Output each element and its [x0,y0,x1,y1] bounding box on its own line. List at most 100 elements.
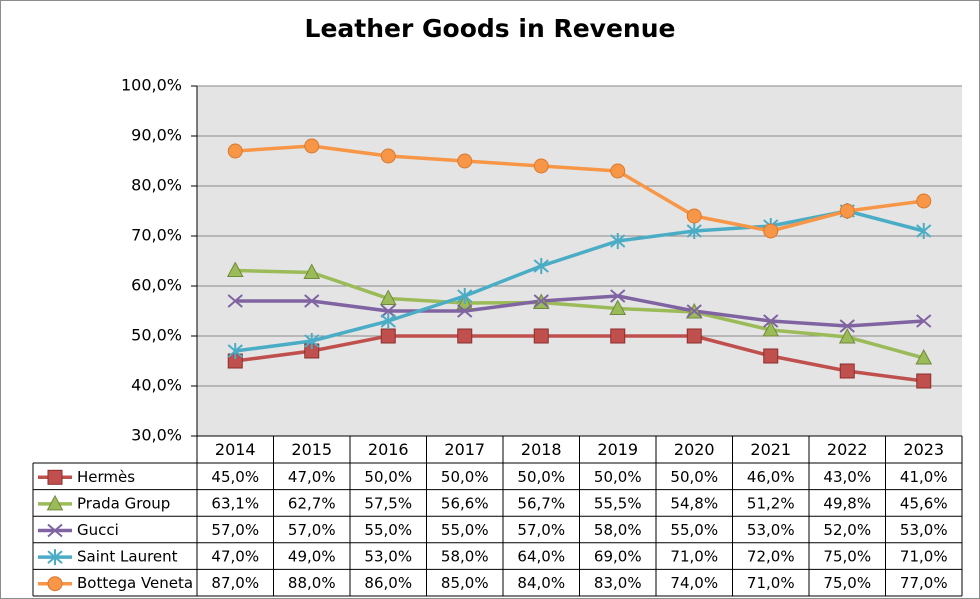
data-table-cell: 75,0% [823,574,871,592]
data-point [610,163,626,179]
data-point [916,223,932,239]
data-point [457,288,473,304]
legend-key-marker [46,494,64,511]
data-table-cell: 49,0% [288,548,336,566]
data-table-cell: 50,0% [364,468,412,486]
data-table-cell: 71,0% [900,548,948,566]
data-point [533,158,549,174]
data-table-cell: 45,0% [211,468,259,486]
series-line [235,334,924,383]
data-table-cell: 56,7% [517,494,565,512]
data-table-cell: 50,0% [441,468,489,486]
y-tick-label: 50,0% [131,326,182,345]
data-point [915,348,933,365]
data-point [838,327,856,344]
data-table-cell: 77,0% [900,574,948,592]
data-point [304,138,320,154]
x-tick-label: 2017 [444,440,485,459]
data-point [609,299,627,315]
series-line [235,294,924,328]
series-line [235,144,924,233]
legend-label: Bottega Veneta [77,574,193,592]
data-table-cell: 84,0% [517,574,565,592]
data-table-cell: 57,0% [288,521,336,539]
data-table-cell: 55,0% [364,521,412,539]
plot-background [197,86,962,436]
data-table-cell: 71,0% [670,548,718,566]
data-table-cell: 53,0% [900,521,948,539]
data-table-cell: 62,7% [288,494,336,512]
data-table-cell: 50,0% [670,468,718,486]
data-point [610,289,626,303]
data-table-cell: 63,1% [211,494,259,512]
y-tick-label: 40,0% [131,376,182,395]
x-tick-label: 2019 [597,440,638,459]
x-tick-label: 2015 [291,440,332,459]
data-table-cell: 58,0% [441,548,489,566]
data-table-cell: 52,0% [823,521,871,539]
legend-key-marker [47,523,63,538]
data-table-cell: 55,0% [441,521,489,539]
data-point [686,304,702,318]
data-table-cell: 49,8% [823,494,871,512]
data-table-cell: 54,8% [670,494,718,512]
data-table-cell: 51,2% [747,494,795,512]
data-table-cell: 74,0% [670,574,718,592]
data-table-cell: 57,0% [211,521,259,539]
data-point [227,343,243,359]
data-table-cell: 69,0% [594,548,642,566]
data-table-cell: 71,0% [747,574,795,592]
data-point [533,258,549,274]
y-tick-label: 90,0% [131,126,182,145]
data-table-cell: 43,0% [823,468,871,486]
data-table-cell: 53,0% [364,548,412,566]
data-point [762,320,780,337]
data-point [533,328,549,344]
data-point [380,328,396,344]
data-table-cell: 64,0% [517,548,565,566]
data-point [379,289,397,305]
legend-label: Hermès [77,468,135,486]
data-table-cell: 86,0% [364,574,412,592]
data-point [839,319,855,333]
y-tick-label: 100,0% [121,76,182,95]
data-table-cell: 57,5% [364,494,412,512]
data-table-cell: 85,0% [441,574,489,592]
data-table-cell: 45,6% [900,494,948,512]
data-table-cell: 55,5% [594,494,642,512]
data-table-cell: 46,0% [747,468,795,486]
legend-label: Gucci [77,521,119,539]
data-point [839,363,855,379]
x-tick-label: 2021 [750,440,791,459]
data-point [533,294,549,308]
data-point [916,314,932,328]
legend-label: Saint Laurent [77,548,178,566]
x-tick-label: 2023 [903,440,944,459]
data-table-cell: 87,0% [211,574,259,592]
data-point [686,208,702,224]
x-tick-label: 2016 [368,440,409,459]
legend-key-marker [47,469,63,485]
series-line [235,268,925,360]
data-point [686,223,702,239]
x-tick-label: 2022 [827,440,868,459]
data-table-cell: 58,0% [594,521,642,539]
x-tick-label: 2020 [674,440,715,459]
legend-key-marker [47,576,63,592]
y-tick-label: 60,0% [131,276,182,295]
data-point [839,203,855,219]
data-table-cell: 41,0% [900,468,948,486]
legend-key-marker [47,549,63,566]
data-point [303,263,321,279]
data-point [763,223,779,239]
data-point [380,313,396,329]
data-point [763,314,779,328]
series-line [235,209,925,353]
data-point [457,304,473,318]
data-point [610,233,626,249]
data-table-cell: 50,0% [594,468,642,486]
data-table-cell: 75,0% [823,548,871,566]
data-table-cell: 83,0% [594,574,642,592]
data-point [457,153,473,169]
